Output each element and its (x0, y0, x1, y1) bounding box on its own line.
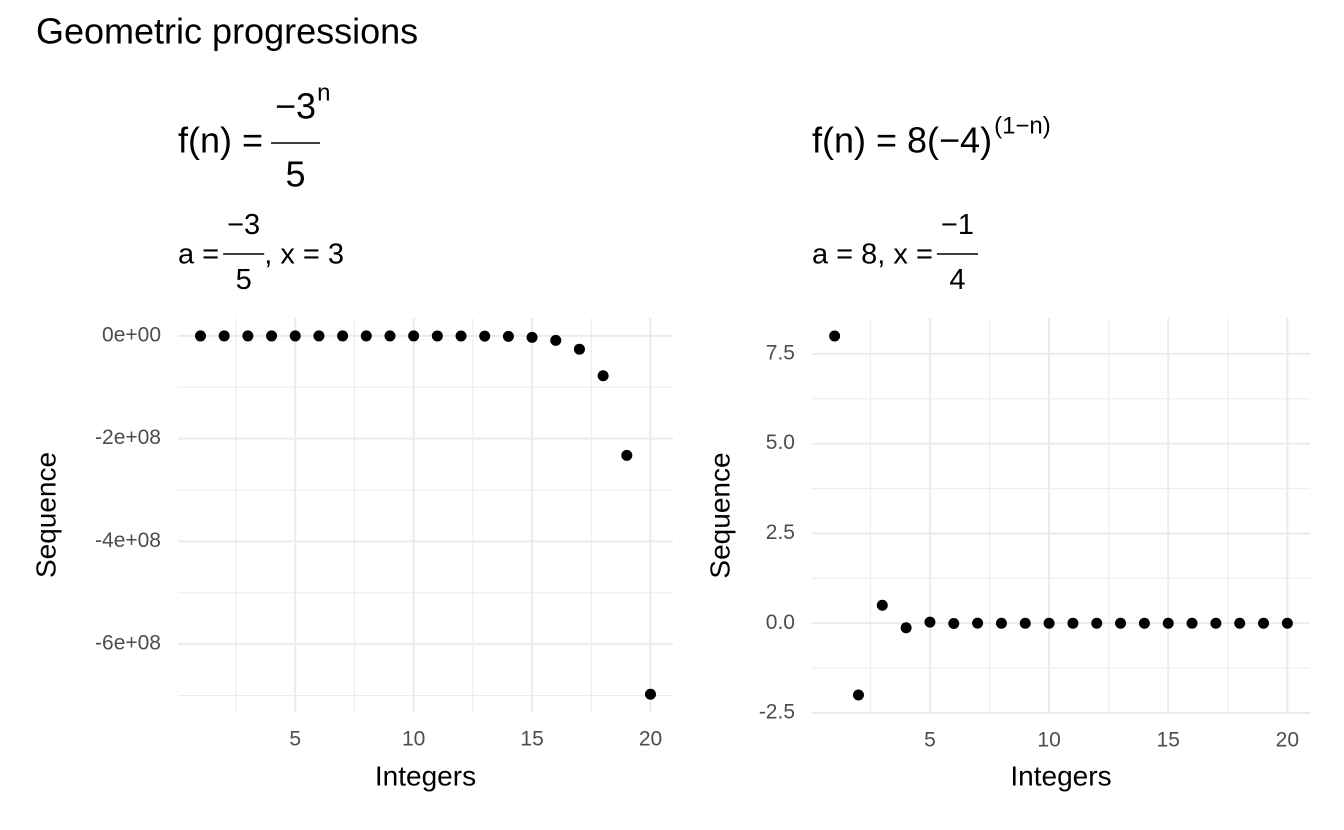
y-axis-title: Sequence (30, 452, 61, 578)
point (645, 688, 656, 700)
point (900, 622, 912, 634)
point (266, 330, 278, 342)
point (852, 689, 864, 701)
point (876, 599, 888, 611)
point (1091, 617, 1103, 629)
y-axis-title: Sequence (704, 452, 735, 578)
point (948, 618, 960, 630)
point (218, 330, 230, 342)
point (924, 616, 936, 628)
figure-title: Geometric progressions (36, 11, 418, 52)
point (621, 449, 633, 461)
x-tick-label: 20 (1276, 729, 1299, 752)
point (502, 330, 514, 342)
parameters-rest: , x = 3 (264, 239, 344, 271)
point (479, 330, 491, 342)
x-axis-title: Integers (375, 760, 476, 791)
point (1258, 617, 1270, 629)
x-tick-label: 15 (520, 728, 543, 751)
parameters-denominator: 5 (236, 264, 252, 296)
point (597, 370, 609, 382)
x-axis-title: Integers (1010, 760, 1111, 791)
y-tick-label: -6e+08 (95, 632, 161, 655)
point (195, 330, 206, 342)
point (384, 330, 396, 342)
x-tick-label: 10 (402, 728, 425, 751)
point (242, 330, 254, 342)
formula-denominator: 5 (286, 154, 306, 195)
y-tick-label: -2.5 (759, 701, 795, 724)
point (1067, 617, 1079, 629)
point (360, 330, 372, 342)
parameters-numerator: −1 (941, 209, 974, 241)
formula-exponent: (1−n) (994, 112, 1051, 139)
formula-exponent: n (317, 80, 330, 107)
y-tick-label: 0e+00 (102, 323, 161, 346)
point (337, 330, 349, 342)
point (1043, 617, 1055, 629)
x-tick-label: 5 (924, 729, 936, 752)
parameters-lhs: a = (178, 239, 219, 271)
y-tick-label: 7.5 (766, 341, 795, 364)
point (972, 617, 984, 629)
point (313, 330, 325, 342)
y-tick-label: -2e+08 (95, 426, 161, 449)
point (550, 334, 562, 346)
point (455, 330, 467, 342)
y-tick-label: 2.5 (766, 521, 795, 544)
formula-numerator: −3 (275, 85, 316, 126)
point (1115, 617, 1127, 629)
point (289, 330, 301, 342)
point (526, 331, 538, 343)
point (573, 343, 585, 355)
formula-lhs: f(n) = (178, 120, 263, 161)
point (431, 330, 443, 342)
parameters-lhs: a = 8, x = (812, 239, 933, 271)
point (1138, 617, 1150, 629)
x-tick-label: 5 (289, 728, 301, 751)
point (1162, 617, 1174, 629)
x-tick-label: 20 (639, 728, 662, 751)
point (1019, 617, 1031, 629)
point (1210, 617, 1222, 629)
point (1186, 617, 1198, 629)
parameters-numerator: −3 (227, 209, 260, 241)
point (995, 617, 1007, 629)
y-tick-label: 5.0 (766, 431, 795, 454)
y-tick-label: 0.0 (766, 611, 795, 634)
formula-lhs: f(n) = 8(−4) (812, 120, 992, 161)
point (829, 330, 841, 342)
parameters-denominator: 4 (949, 264, 965, 296)
x-tick-label: 15 (1157, 729, 1180, 752)
point (1281, 617, 1293, 629)
x-tick-label: 10 (1037, 729, 1060, 752)
y-tick-label: -4e+08 (95, 529, 161, 552)
point (1234, 617, 1246, 629)
point (408, 330, 420, 342)
